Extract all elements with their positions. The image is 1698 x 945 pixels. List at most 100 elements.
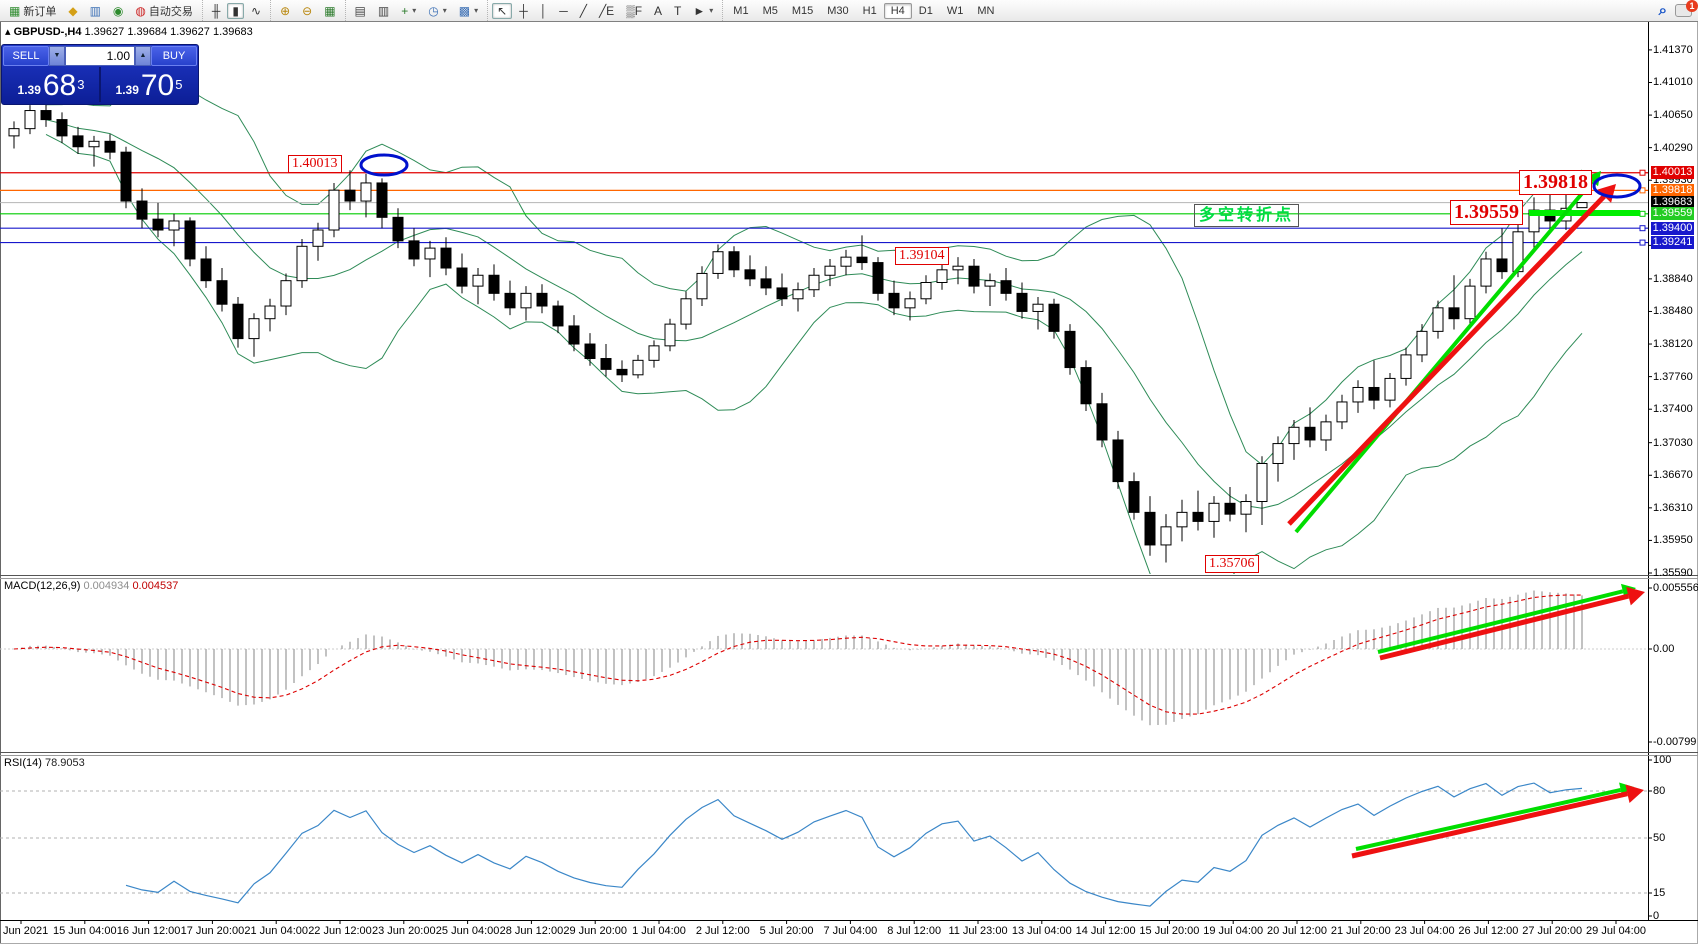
- bull-candle: [312, 229, 324, 247]
- sell-price-display[interactable]: 1.39 68 3: [3, 67, 101, 102]
- candlestick-chart-button[interactable]: ▮: [227, 2, 245, 19]
- bear-candle: [104, 140, 116, 153]
- volume-down-stepper[interactable]: ▼: [49, 46, 65, 66]
- search-icon[interactable]: ⌕: [1658, 2, 1667, 19]
- trend-arrow-head: [1626, 586, 1645, 606]
- bollinger-middle-band: [45, 119, 1583, 509]
- thick-green-segment[interactable]: [1529, 210, 1640, 216]
- dropdown-caret-icon[interactable]: ▾: [709, 6, 714, 15]
- highlight-ellipse[interactable]: [359, 153, 409, 177]
- buy-button[interactable]: BUY: [151, 46, 197, 66]
- trend-arrow[interactable]: [1294, 180, 1594, 534]
- chat-icon[interactable]: 1: [1675, 0, 1698, 17]
- volume-input[interactable]: 1.00: [65, 46, 135, 66]
- trendline-tool-button[interactable]: ╱: [575, 3, 592, 19]
- timeframe-h4-button[interactable]: H4: [883, 2, 912, 19]
- rsi-panel: [0, 782, 1648, 907]
- timeframe-m30-button[interactable]: M30: [827, 4, 849, 17]
- sell-button[interactable]: SELL: [3, 46, 49, 66]
- new-chart-button[interactable]: ▤: [350, 3, 371, 19]
- signals-button[interactable]: ◉: [108, 3, 128, 19]
- bear-candle: [872, 262, 884, 294]
- line-chart-button[interactable]: ∿: [246, 3, 266, 19]
- price-annotation[interactable]: 1.39818: [1519, 170, 1592, 195]
- bear-candle: [1144, 511, 1156, 546]
- time-tick-label: 15 Jul 20:00: [1139, 925, 1200, 937]
- bear-candle: [1368, 386, 1380, 401]
- bear-candle: [568, 325, 580, 345]
- zoom-out-button[interactable]: ⊖: [297, 3, 317, 19]
- price-annotation[interactable]: 1.39559: [1450, 200, 1523, 225]
- tile-windows-button[interactable]: ▦: [319, 3, 340, 19]
- hline-tool-button[interactable]: ─: [554, 3, 573, 19]
- crosshair-tool-button[interactable]: ┼: [514, 3, 533, 19]
- zoom-in-icon: ⊕: [280, 3, 291, 18]
- period-cycle-button[interactable]: ◷ ▾: [423, 3, 452, 19]
- time-tick-label: 26 Jul 12:00: [1458, 925, 1519, 937]
- timeframe-m1-button[interactable]: M1: [733, 4, 749, 17]
- channel-tool-button[interactable]: ╱E: [594, 3, 619, 19]
- new-order-icon: ▦: [9, 3, 21, 18]
- line-chart-icon: ∿: [251, 3, 262, 18]
- time-tick-label: 13 Jul 04:00: [1011, 925, 1072, 937]
- sell-price-pips: 68: [42, 69, 77, 102]
- price-annotation[interactable]: 1.39104: [895, 247, 949, 265]
- timeframe-w1-button[interactable]: W1: [946, 4, 964, 17]
- bull-candle: [792, 289, 804, 300]
- price-annotation[interactable]: 1.35706: [1205, 555, 1259, 573]
- timeframe-m15-button[interactable]: M15: [791, 4, 814, 17]
- volume-up-stepper[interactable]: ▲: [135, 46, 151, 66]
- label-tool-button[interactable]: T: [669, 3, 686, 19]
- timeframe-d1-button[interactable]: D1: [918, 4, 933, 17]
- zone-annotation[interactable]: 多空转折点: [1194, 204, 1300, 227]
- new-order-button[interactable]: ▦ 新订单: [4, 1, 61, 21]
- time-tick-label: 27 Jul 20:00: [1522, 925, 1583, 937]
- add-indicator-button[interactable]: + ▾: [396, 3, 421, 19]
- trend-arrow[interactable]: [1351, 791, 1628, 859]
- fibonacci-tool-button[interactable]: ▒F: [621, 3, 647, 19]
- ohlc-values: 1.39627 1.39684 1.39627 1.39683: [84, 26, 253, 38]
- trend-arrow-head: [1625, 784, 1644, 804]
- profiles-button[interactable]: ▥: [373, 3, 394, 19]
- bull-candle: [472, 274, 484, 287]
- trend-arrow[interactable]: [1355, 788, 1622, 851]
- bull-candle: [424, 247, 436, 260]
- time-tick-label: 3 Jun 2021: [0, 925, 49, 937]
- buy-price-point: 5: [175, 77, 183, 92]
- bear-candle: [1448, 307, 1460, 320]
- trade-toolbar-group: ▦ 新订单 ◆ ▥ ◉ ◍ 自动交易: [0, 0, 202, 21]
- bar-chart-icon: ╫: [211, 3, 221, 18]
- bear-candle: [600, 358, 612, 370]
- chart-template-button[interactable]: ▩ ▾: [454, 3, 483, 19]
- cursor-tool-button[interactable]: ↖: [492, 2, 513, 19]
- bear-candle: [968, 265, 980, 287]
- bull-candle: [8, 128, 20, 137]
- main-price-panel: [0, 77, 1648, 574]
- bull-candle: [648, 345, 660, 361]
- vline-tool-button[interactable]: │: [535, 3, 553, 19]
- timeframe-m5-button[interactable]: M5: [762, 4, 778, 17]
- text-tool-icon: A: [654, 3, 663, 18]
- dropdown-caret-icon[interactable]: ▾: [474, 6, 479, 15]
- buy-price-display[interactable]: 1.39 70 5: [101, 67, 197, 102]
- history-center-button[interactable]: ◆: [63, 3, 82, 19]
- text-tool-button[interactable]: A: [649, 3, 667, 19]
- bear-candle: [1192, 511, 1204, 522]
- trend-arrow[interactable]: [1287, 194, 1607, 526]
- highlight-ellipse[interactable]: [1592, 173, 1642, 199]
- timeframe-h1-button[interactable]: H1: [862, 4, 877, 17]
- trend-arrow[interactable]: [1379, 593, 1630, 661]
- new-order-label: 新订单: [23, 5, 57, 18]
- price-annotation[interactable]: 1.40013: [288, 155, 342, 173]
- bar-chart-button[interactable]: ╫: [207, 3, 226, 19]
- dropdown-caret-icon[interactable]: ▾: [412, 6, 417, 15]
- arrows-tool-button[interactable]: ► ▾: [688, 3, 718, 19]
- data-window-button[interactable]: ▥: [85, 3, 106, 19]
- trend-arrow[interactable]: [1377, 589, 1624, 654]
- bear-candle: [200, 258, 212, 282]
- timeframe-mn-button[interactable]: MN: [977, 4, 995, 17]
- auto-trading-button[interactable]: ◍ 自动交易: [130, 1, 197, 21]
- zoom-in-button[interactable]: ⊕: [275, 3, 295, 19]
- dropdown-caret-icon[interactable]: ▾: [442, 6, 447, 15]
